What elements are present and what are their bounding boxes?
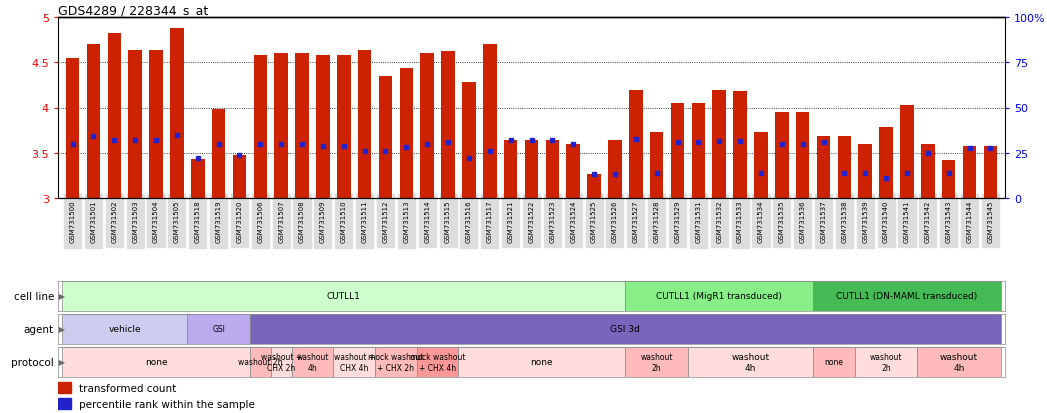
Text: washout
4h: washout 4h [732,353,770,372]
Text: agent: agent [24,324,54,334]
Bar [921,145,935,199]
Text: none: none [531,358,553,367]
Bar [170,29,183,199]
Bar [421,54,435,199]
Bar [733,92,747,199]
Bar [250,314,1001,344]
Bar [66,59,80,199]
Bar [191,160,204,199]
Text: mock washout
+ CHX 4h: mock washout + CHX 4h [409,353,465,372]
Bar [504,141,517,199]
Bar [295,54,309,199]
Text: transformed count: transformed count [79,383,176,393]
Bar [963,146,976,199]
Bar [917,347,1001,377]
Bar [817,137,830,199]
Bar [942,161,956,199]
Bar [900,106,914,199]
Bar [587,174,601,199]
Bar [462,83,475,199]
Bar [333,347,375,377]
Bar [87,45,101,199]
Bar [983,147,997,199]
Bar [129,50,142,199]
Text: protocol: protocol [12,357,54,367]
Bar [629,91,643,199]
Bar [316,56,330,199]
Bar [187,314,250,344]
Bar [150,50,163,199]
Text: GSI 3d: GSI 3d [610,325,641,334]
Bar [838,137,851,199]
Text: cell line: cell line [14,291,54,301]
Bar [671,104,685,199]
Text: CUTLL1 (DN-MAML transduced): CUTLL1 (DN-MAML transduced) [837,292,978,301]
Bar [625,347,688,377]
Bar [608,141,622,199]
Bar [688,347,814,377]
Bar [879,128,893,199]
Text: vehicle: vehicle [109,325,141,334]
Text: mock washout
+ CHX 2h: mock washout + CHX 2h [369,353,424,372]
Bar [274,54,288,199]
Text: washout
4h: washout 4h [296,353,329,372]
Text: washout
2h: washout 2h [641,353,673,372]
Text: ▶: ▶ [55,325,65,334]
Text: GSI: GSI [213,325,225,334]
Bar [545,141,559,199]
Bar [650,133,664,199]
Text: CUTLL1: CUTLL1 [327,292,361,301]
Text: percentile rank within the sample: percentile rank within the sample [79,399,254,409]
Bar [375,347,417,377]
Bar [62,281,625,311]
Text: ▶: ▶ [55,292,65,301]
Bar [712,91,726,199]
Bar [796,113,809,199]
Bar [250,347,271,377]
Bar [814,347,854,377]
Bar [775,113,788,199]
Bar [814,281,1001,311]
Bar [754,133,767,199]
Text: washout 2h: washout 2h [238,358,283,367]
Bar [62,314,187,344]
Text: washout +
CHX 2h: washout + CHX 2h [261,353,302,372]
Bar [232,156,246,199]
Bar [211,110,225,199]
Bar [854,347,917,377]
Text: washout +
CHX 4h: washout + CHX 4h [334,353,375,372]
Text: CUTLL1 (MigR1 transduced): CUTLL1 (MigR1 transduced) [656,292,782,301]
Bar [525,141,538,199]
Bar [292,347,333,377]
Bar [441,52,454,199]
Text: washout
4h: washout 4h [940,353,978,372]
Bar [58,398,71,409]
Bar [483,45,496,199]
Text: ▶: ▶ [55,358,65,367]
Bar [108,34,121,199]
Bar [379,77,393,199]
Bar [271,347,292,377]
Bar [459,347,625,377]
Bar [58,382,71,394]
Bar [566,145,580,199]
Text: washout
2h: washout 2h [870,353,903,372]
Bar [253,56,267,199]
Bar [62,347,250,377]
Bar [859,145,872,199]
Bar [625,281,814,311]
Text: none: none [144,358,168,367]
Bar [400,69,414,199]
Text: GDS4289 / 228344_s_at: GDS4289 / 228344_s_at [58,4,208,17]
Bar [337,56,351,199]
Text: none: none [824,358,844,367]
Bar [417,347,459,377]
Bar [358,51,372,199]
Bar [692,104,705,199]
